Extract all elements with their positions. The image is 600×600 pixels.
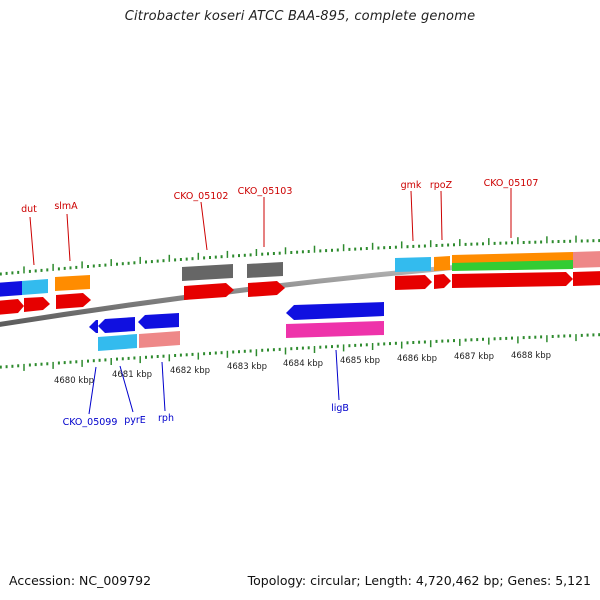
gene-label-pyrE: pyrE bbox=[124, 415, 146, 426]
label-leaders bbox=[29, 188, 512, 415]
scale-label: 4684 kbp bbox=[283, 359, 323, 369]
scale-label: 4685 kbp bbox=[340, 356, 380, 366]
gene-label-rph: rph bbox=[158, 413, 174, 424]
gene-feature[interactable] bbox=[0, 281, 22, 297]
scale-label: 4681 kbp bbox=[112, 370, 152, 380]
scale-label: 4683 kbp bbox=[227, 362, 267, 372]
gene-label-dut: dut bbox=[21, 204, 37, 215]
gene-feature[interactable] bbox=[452, 260, 573, 271]
gene-feature[interactable] bbox=[573, 271, 600, 286]
gene-feature[interactable] bbox=[98, 317, 135, 333]
gene-feature[interactable] bbox=[89, 320, 98, 333]
gene-feature[interactable] bbox=[184, 283, 234, 300]
gene-feature[interactable] bbox=[395, 257, 431, 272]
gene-feature[interactable] bbox=[434, 274, 451, 289]
scale-label: 4686 kbp bbox=[397, 354, 437, 364]
gene-label-cko-05099: CKO_05099 bbox=[63, 417, 118, 428]
inner-tick-row bbox=[0, 333, 600, 371]
gene-feature[interactable] bbox=[138, 313, 179, 329]
accession-text: Accession: NC_009792 bbox=[9, 573, 152, 588]
scale-label: 4688 kbp bbox=[511, 351, 551, 361]
gene-label-ligB: ligB bbox=[331, 403, 349, 414]
feature-track-top bbox=[0, 251, 600, 315]
outer-tick-row bbox=[0, 235, 600, 276]
gene-feature[interactable] bbox=[56, 293, 91, 309]
gene-label-gmk: gmk bbox=[401, 180, 422, 191]
gene-label-rpoZ: rpoZ bbox=[430, 180, 453, 191]
gene-feature[interactable] bbox=[24, 297, 50, 312]
gene-feature[interactable] bbox=[573, 251, 600, 268]
gene-feature[interactable] bbox=[286, 302, 384, 320]
gene-feature[interactable] bbox=[452, 272, 573, 288]
genome-summary-text: Topology: circular; Length: 4,720,462 bp… bbox=[247, 573, 591, 588]
scale-label: 4687 kbp bbox=[454, 352, 494, 362]
scale-label: 4680 kbp bbox=[54, 376, 94, 386]
gene-feature[interactable] bbox=[434, 256, 450, 271]
scale-label: 4682 kbp bbox=[170, 366, 210, 376]
gene-label-cko-05102: CKO_05102 bbox=[174, 191, 229, 202]
gene-label-cko-05103: CKO_05103 bbox=[238, 186, 293, 197]
gene-feature[interactable] bbox=[139, 331, 180, 348]
gene-feature[interactable] bbox=[182, 264, 233, 281]
gene-feature[interactable] bbox=[22, 279, 48, 295]
gene-label-cko-05107: CKO_05107 bbox=[484, 178, 539, 189]
gene-feature[interactable] bbox=[286, 321, 384, 338]
gene-feature[interactable] bbox=[395, 275, 432, 290]
gene-label-slmA: slmA bbox=[54, 201, 78, 212]
gene-feature[interactable] bbox=[98, 334, 137, 351]
feature-track-bottom bbox=[89, 302, 384, 351]
gene-feature[interactable] bbox=[247, 262, 283, 278]
gene-feature[interactable] bbox=[248, 281, 285, 297]
map-title: Citrobacter koseri ATCC BAA-895, complet… bbox=[124, 9, 476, 24]
gene-feature[interactable] bbox=[0, 299, 24, 315]
gene-feature[interactable] bbox=[55, 275, 90, 291]
